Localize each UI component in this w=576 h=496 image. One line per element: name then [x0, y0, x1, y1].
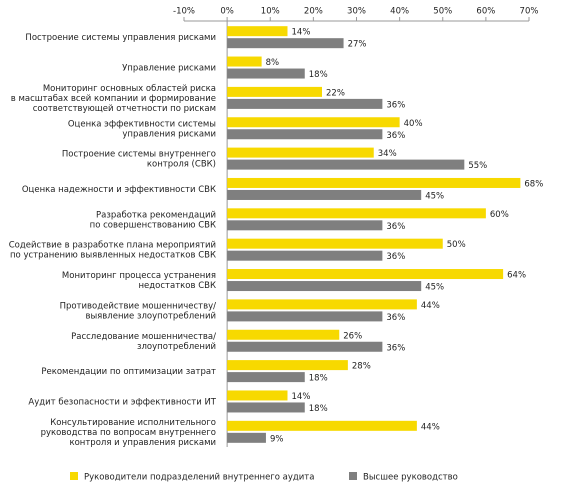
- bar: [227, 281, 422, 292]
- bar: [227, 208, 486, 219]
- category-label: Построение системы внутреннего контроля (…: [62, 149, 216, 169]
- value-label: 34%: [378, 149, 397, 159]
- value-label: 36%: [386, 222, 405, 232]
- legend-label: Высшее руководство: [363, 473, 458, 483]
- value-label: 40%: [404, 119, 423, 129]
- bar: [227, 56, 262, 67]
- x-tick-label: 20%: [304, 7, 323, 17]
- value-label: 55%: [468, 161, 487, 171]
- bar: [227, 299, 417, 310]
- value-label: 36%: [386, 131, 405, 141]
- value-label: 36%: [386, 252, 405, 262]
- value-label: 18%: [309, 374, 328, 384]
- bar: [227, 26, 288, 37]
- value-label: 50%: [447, 240, 466, 250]
- bar: [227, 390, 288, 401]
- category-label: Оценка эффективности системы управления р…: [68, 119, 216, 139]
- bar: [227, 189, 422, 200]
- x-tick-label: 70%: [520, 7, 539, 17]
- bar: [227, 68, 305, 79]
- bar: [227, 269, 504, 280]
- bar: [227, 420, 417, 431]
- value-label: 36%: [386, 343, 405, 353]
- value-label: 36%: [386, 100, 405, 110]
- x-tick-label: 10%: [261, 7, 280, 17]
- value-label: 18%: [309, 70, 328, 80]
- value-label: 9%: [270, 434, 284, 444]
- legend-swatch: [70, 472, 78, 480]
- value-label: 22%: [326, 88, 345, 98]
- bar: [227, 159, 465, 170]
- x-tick-label: -10%: [173, 7, 195, 17]
- bar: [227, 250, 383, 261]
- value-label: 44%: [421, 422, 440, 432]
- category-label: Разработка рекомендаций по совершенствова…: [90, 210, 216, 230]
- value-label: 18%: [309, 404, 328, 414]
- legend-label: Руководители подразделений внутреннего а…: [84, 473, 314, 483]
- x-tick-label: 40%: [390, 7, 409, 17]
- bar: [227, 360, 348, 371]
- value-label: 68%: [524, 179, 543, 189]
- category-label: Мониторинг основных областей риска в масш…: [11, 83, 216, 113]
- value-label: 14%: [292, 28, 311, 38]
- value-label: 27%: [348, 40, 367, 50]
- category-label: Расследование мошенничества/злоупотребле…: [71, 331, 216, 351]
- value-label: 26%: [343, 331, 362, 341]
- value-label: 8%: [266, 58, 280, 68]
- bar: [227, 129, 383, 140]
- value-label: 36%: [386, 313, 405, 323]
- value-label: 45%: [425, 283, 444, 293]
- bar: [227, 98, 383, 109]
- bar: [227, 177, 521, 188]
- bar: [227, 220, 383, 231]
- category-label: Рекомендации по оптимизации затрат: [41, 367, 216, 377]
- x-tick-label: 30%: [347, 7, 366, 17]
- category-label: Мониторинг процесса устранения недостатко…: [62, 271, 216, 291]
- category-label: Аудит безопасности и эффективности ИТ: [28, 397, 216, 407]
- bar: [227, 238, 443, 249]
- bar: [227, 432, 266, 443]
- category-label: Управление рисками: [122, 63, 216, 73]
- category-label: Построение системы управления рисками: [25, 33, 216, 43]
- bar: [227, 311, 383, 322]
- category-label: Консультирование исполнительного руководс…: [41, 417, 216, 447]
- x-tick-label: 60%: [476, 7, 495, 17]
- value-label: 44%: [421, 301, 440, 311]
- x-tick-label: 50%: [433, 7, 452, 17]
- bar: [227, 372, 305, 383]
- bar: [227, 86, 322, 97]
- category-label: Противодействие мошенничеству/выявление …: [60, 301, 217, 321]
- value-label: 28%: [352, 362, 371, 372]
- value-label: 64%: [507, 271, 526, 281]
- bar: [227, 147, 374, 158]
- x-tick-label: 0%: [220, 7, 234, 17]
- legend-swatch: [349, 472, 357, 480]
- category-label: Содействие в разработке плана мероприяти…: [9, 240, 216, 260]
- category-label: Оценка надежности и эффективности СВК: [22, 184, 216, 194]
- bar: [227, 117, 400, 128]
- bar: [227, 402, 305, 413]
- value-label: 45%: [425, 191, 444, 201]
- bar: [227, 341, 383, 352]
- value-label: 60%: [490, 210, 509, 220]
- bar: [227, 329, 340, 340]
- value-label: 14%: [292, 392, 311, 402]
- bar: [227, 38, 344, 49]
